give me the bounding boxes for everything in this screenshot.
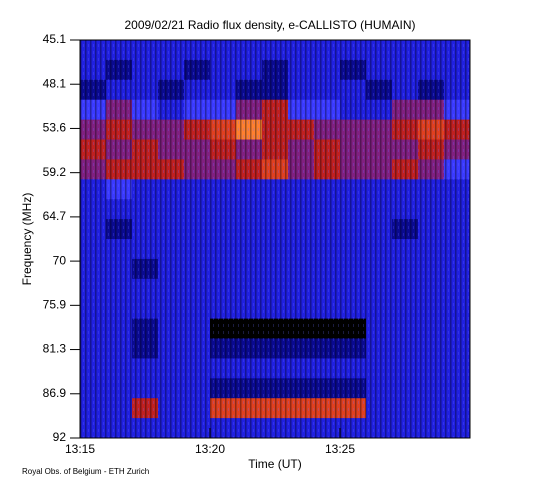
y-tick-label: 92 xyxy=(53,430,67,444)
y-tick-label: 45.1 xyxy=(43,32,67,46)
x-tick-label: 13:20 xyxy=(195,442,225,456)
y-tick-label: 64.7 xyxy=(43,209,67,223)
x-tick-label: 13:15 xyxy=(65,442,95,456)
x-tick-label: 13:25 xyxy=(325,442,355,456)
footer: Royal Obs. of Belgium - ETH Zurich xyxy=(22,467,149,476)
y-tick-label: 59.2 xyxy=(43,165,67,179)
texture xyxy=(80,40,470,438)
y-tick-label: 86.9 xyxy=(43,386,67,400)
y-tick-label: 53.6 xyxy=(43,121,67,135)
y-tick-label: 48.1 xyxy=(43,76,67,90)
y-tick-label: 75.9 xyxy=(43,298,67,312)
y-tick-label: 70 xyxy=(53,253,67,267)
y-tick-label: 81.3 xyxy=(43,342,67,356)
x-axis-label: Time (UT) xyxy=(248,457,302,471)
chart-title: 2009/02/21 Radio flux density, e-CALLIST… xyxy=(124,18,415,32)
plot-frame xyxy=(79,39,471,439)
y-axis-label: Frequency (MHz) xyxy=(20,193,34,286)
